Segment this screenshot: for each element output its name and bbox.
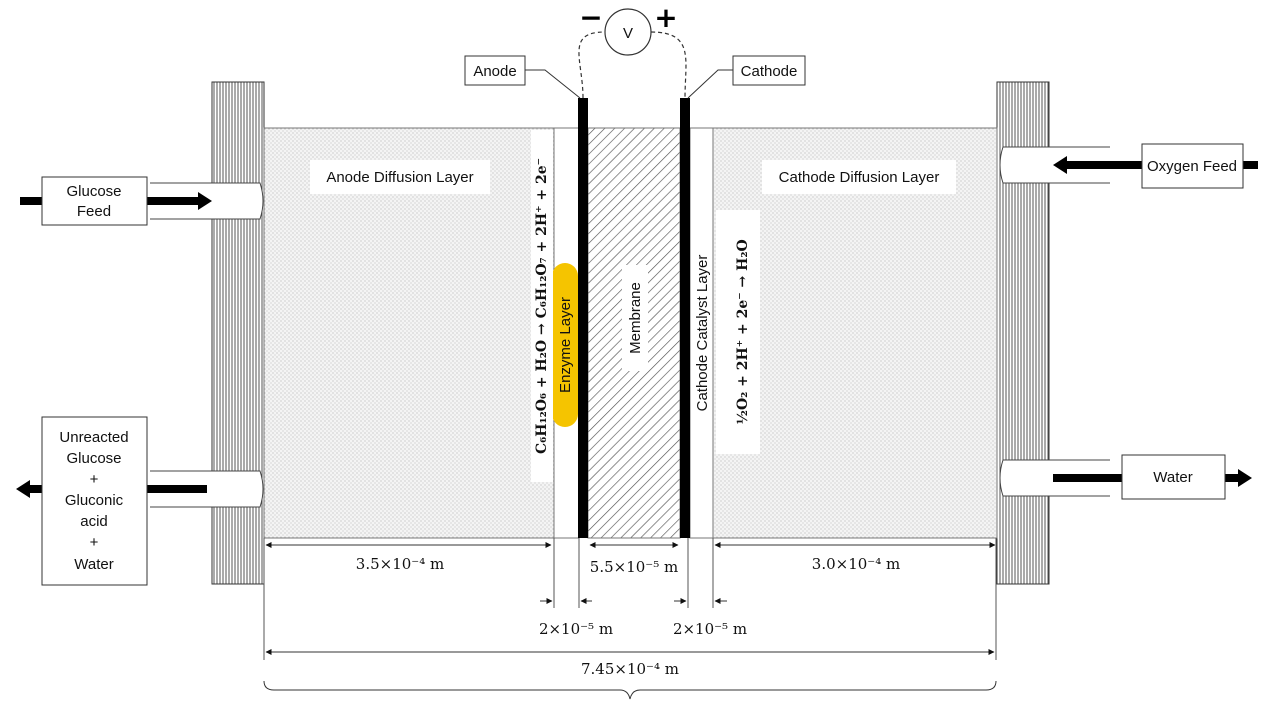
plus-sign: + xyxy=(654,1,677,34)
anode-diffusion-title: Anode Diffusion Layer xyxy=(326,169,473,186)
oxygen-feed-label: Oxygen Feed xyxy=(1147,158,1237,175)
cathode-diffusion-title: Cathode Diffusion Layer xyxy=(779,169,940,186)
outlet-line-2: Glucose xyxy=(66,450,121,467)
enzyme-layer-label: Enzyme Layer xyxy=(557,297,574,393)
outlet-line-4: Gluconic xyxy=(65,492,124,509)
anode-equation-box xyxy=(531,130,553,482)
anode-diffusion-layer xyxy=(263,127,555,539)
cathode-equation: ½O₂ + 2H⁺ + 2e⁻ → H₂O xyxy=(735,239,751,424)
oxygen-feed-arrowhead xyxy=(1053,156,1067,174)
glucose-feed-arrowhead xyxy=(198,192,212,210)
cathode-label-box xyxy=(732,55,806,86)
cathode-diffusion-title-box xyxy=(762,160,956,194)
dim-membrane: 5.5×10⁻⁵ m xyxy=(590,558,678,576)
outlet-line-6: + xyxy=(90,534,99,551)
enzyme-capsule xyxy=(552,263,578,427)
cathode-equation-box xyxy=(716,210,760,454)
dim-enzyme-thickness: 2×10⁻⁵ m xyxy=(539,620,613,638)
outlet-line-1: Unreacted xyxy=(59,429,128,446)
water-label: Water xyxy=(1153,469,1192,486)
outlet-line-5: acid xyxy=(80,513,108,530)
outlet-box xyxy=(41,416,148,586)
cathode-leader xyxy=(687,69,733,99)
glucose-feed-box xyxy=(41,176,148,226)
glucose-feed-label-1: Glucose xyxy=(66,183,121,200)
dim-total: 7.45×10⁻⁴ m xyxy=(581,660,679,678)
left-end-plate xyxy=(211,81,265,585)
outlet-line-7: Water xyxy=(74,556,113,573)
dim-anode-diffusion: 3.5×10⁻⁴ m xyxy=(356,555,444,573)
membrane-label-box xyxy=(622,265,648,371)
membrane-label: Membrane xyxy=(627,282,644,354)
voltmeter-label: V xyxy=(623,25,633,42)
catalyst-label: Cathode Catalyst Layer xyxy=(694,255,711,412)
glucose-feed-label-2: Feed xyxy=(77,203,111,220)
water-box xyxy=(1121,454,1226,500)
total-brace xyxy=(263,680,997,700)
anode-leader xyxy=(525,69,581,99)
outlet-line-3: + xyxy=(90,471,99,488)
outlet-arrowhead xyxy=(16,480,30,498)
anode-electrode xyxy=(578,98,588,538)
oxygen-feed-box xyxy=(1141,143,1244,189)
cathode-diffusion-layer xyxy=(712,127,998,539)
minus-sign: − xyxy=(579,1,602,34)
cathode-electrode xyxy=(680,98,690,538)
circuit-wire xyxy=(578,31,687,99)
dim-catalyst-thickness: 2×10⁻⁵ m xyxy=(673,620,747,638)
dim-cathode-diffusion: 3.0×10⁻⁴ m xyxy=(812,555,900,573)
voltmeter xyxy=(604,8,652,56)
water-arrowhead xyxy=(1238,469,1252,487)
anode-equation: C₆H₁₂O₆ + H₂O → C₆H₁₂O₇ + 2H⁺ + 2e⁻ xyxy=(534,158,550,454)
anode-diffusion-title-box xyxy=(310,160,490,194)
cathode-label: Cathode xyxy=(741,63,798,80)
anode-label: Anode xyxy=(473,63,516,80)
